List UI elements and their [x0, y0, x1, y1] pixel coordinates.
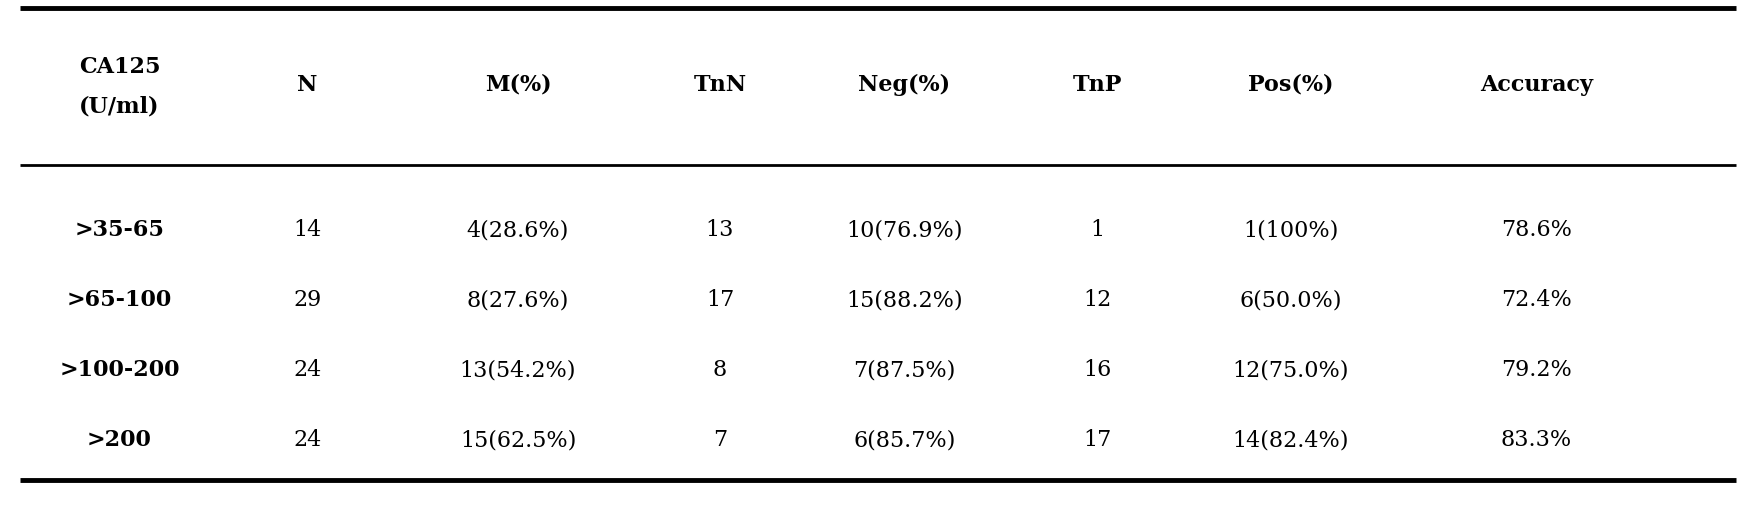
- Text: 17: 17: [706, 289, 734, 311]
- Text: Pos(%): Pos(%): [1248, 74, 1332, 96]
- Text: 13: 13: [706, 219, 734, 241]
- Text: 29: 29: [293, 289, 321, 311]
- Text: 24: 24: [293, 429, 321, 451]
- Text: >65-100: >65-100: [67, 289, 172, 311]
- Text: 16: 16: [1083, 359, 1111, 381]
- Text: 1: 1: [1090, 219, 1104, 241]
- Text: 13(54.2%): 13(54.2%): [460, 359, 576, 381]
- Text: 79.2%: 79.2%: [1501, 359, 1571, 381]
- Text: >200: >200: [88, 429, 151, 451]
- Text: 17: 17: [1083, 429, 1111, 451]
- Text: M(%): M(%): [484, 74, 551, 96]
- Text: 6(50.0%): 6(50.0%): [1239, 289, 1341, 311]
- Text: TnP: TnP: [1072, 74, 1121, 96]
- Text: 72.4%: 72.4%: [1501, 289, 1571, 311]
- Text: 78.6%: 78.6%: [1501, 219, 1571, 241]
- Text: 24: 24: [293, 359, 321, 381]
- Text: 12(75.0%): 12(75.0%): [1232, 359, 1348, 381]
- Text: >35-65: >35-65: [74, 219, 165, 241]
- Text: 8(27.6%): 8(27.6%): [467, 289, 569, 311]
- Text: 8: 8: [713, 359, 727, 381]
- Text: (U/ml): (U/ml): [79, 96, 160, 118]
- Text: 15(62.5%): 15(62.5%): [460, 429, 576, 451]
- Text: Accuracy: Accuracy: [1479, 74, 1592, 96]
- Text: 83.3%: 83.3%: [1501, 429, 1571, 451]
- Text: 7(87.5%): 7(87.5%): [853, 359, 955, 381]
- Text: 15(88.2%): 15(88.2%): [846, 289, 962, 311]
- Text: >100-200: >100-200: [60, 359, 179, 381]
- Text: 14(82.4%): 14(82.4%): [1232, 429, 1348, 451]
- Text: CA125: CA125: [79, 56, 160, 78]
- Text: 14: 14: [293, 219, 321, 241]
- Text: 4(28.6%): 4(28.6%): [467, 219, 569, 241]
- Text: 6(85.7%): 6(85.7%): [853, 429, 955, 451]
- Text: 12: 12: [1083, 289, 1111, 311]
- Text: N: N: [297, 74, 318, 96]
- Text: TnN: TnN: [693, 74, 746, 96]
- Text: Neg(%): Neg(%): [858, 74, 949, 96]
- Text: 10(76.9%): 10(76.9%): [846, 219, 962, 241]
- Text: 1(100%): 1(100%): [1243, 219, 1337, 241]
- Text: 7: 7: [713, 429, 727, 451]
